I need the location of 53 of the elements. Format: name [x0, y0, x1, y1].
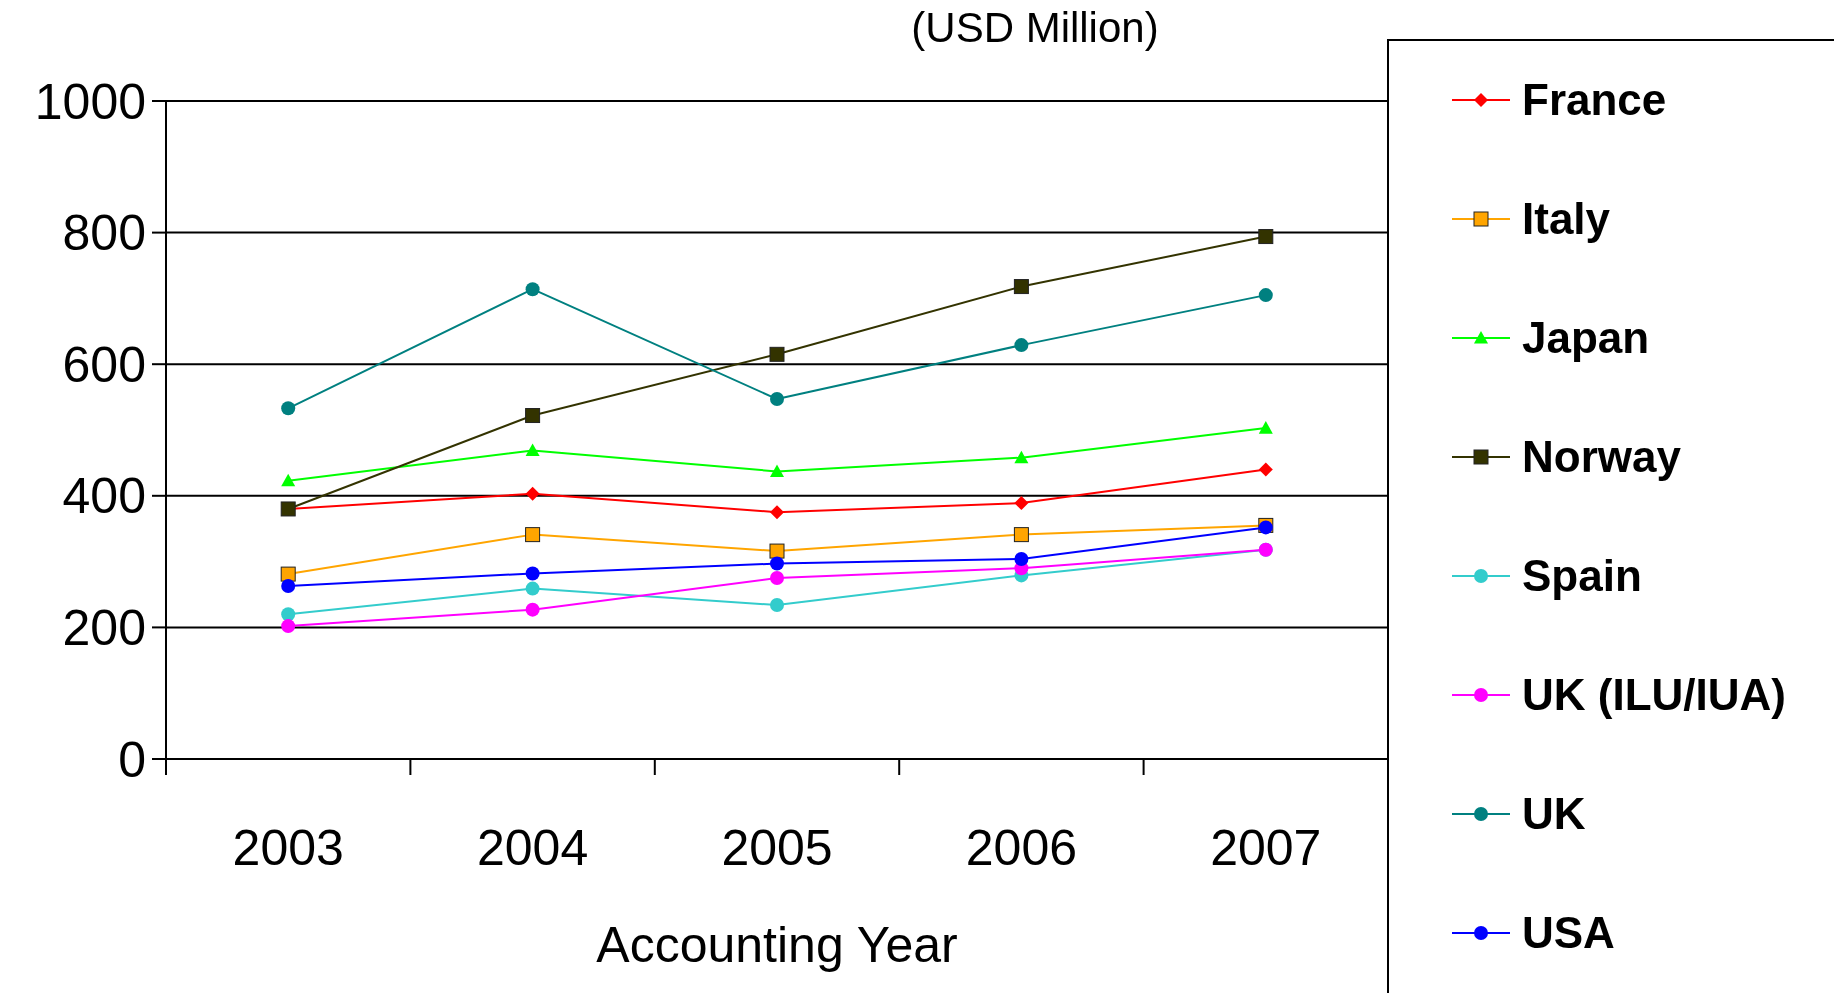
y-tick-label: 600: [62, 336, 146, 393]
point: [525, 443, 540, 456]
point: [1258, 462, 1273, 477]
point: [1258, 229, 1274, 245]
legend-label: UK (ILU/IUA): [1522, 670, 1786, 720]
point: [525, 486, 540, 501]
point: [1014, 450, 1029, 464]
legend-label: UK: [1522, 789, 1586, 839]
point: [281, 401, 296, 416]
point: [769, 543, 785, 559]
point: [1258, 288, 1273, 303]
legend-label: Italy: [1522, 194, 1611, 244]
point: [281, 619, 296, 634]
chart-title: (USD Million): [911, 4, 1159, 51]
point: [525, 408, 541, 424]
point: [525, 282, 540, 297]
legend-label: Spain: [1522, 551, 1642, 601]
x-tick-label: 2006: [965, 820, 1078, 876]
point: [525, 581, 540, 596]
legend-label: France: [1522, 75, 1667, 125]
point: [1014, 551, 1029, 566]
y-tick-label: 800: [62, 205, 146, 262]
legend-label: USA: [1522, 908, 1615, 958]
legend-label: Japan: [1522, 313, 1650, 363]
point: [770, 464, 784, 478]
point: [1014, 338, 1029, 353]
point: [770, 571, 784, 586]
point: [525, 602, 540, 617]
y-tick-label: 400: [62, 468, 146, 525]
point: [770, 556, 784, 571]
legend-label: Norway: [1522, 432, 1682, 482]
y-tick-label: 0: [118, 731, 146, 788]
y-tick-label: 1000: [34, 73, 146, 130]
point: [770, 598, 784, 613]
point: [1013, 527, 1029, 543]
point: [281, 578, 296, 593]
point: [1013, 279, 1029, 295]
point: [770, 505, 784, 520]
point: [281, 473, 296, 487]
point: [281, 607, 296, 622]
x-axis-title: Accounting Year: [596, 917, 958, 973]
point: [1014, 496, 1029, 511]
y-tick-label: 200: [62, 599, 146, 656]
x-tick-label: 2003: [232, 820, 344, 876]
x-tick-label: 2004: [476, 820, 589, 876]
point: [280, 566, 296, 582]
point: [769, 346, 785, 362]
point: [525, 566, 540, 581]
x-tick-label: 2005: [721, 820, 833, 876]
point: [770, 392, 784, 407]
point: [1258, 421, 1273, 434]
point: [525, 527, 541, 543]
x-tick-label: 2007: [1210, 820, 1322, 876]
